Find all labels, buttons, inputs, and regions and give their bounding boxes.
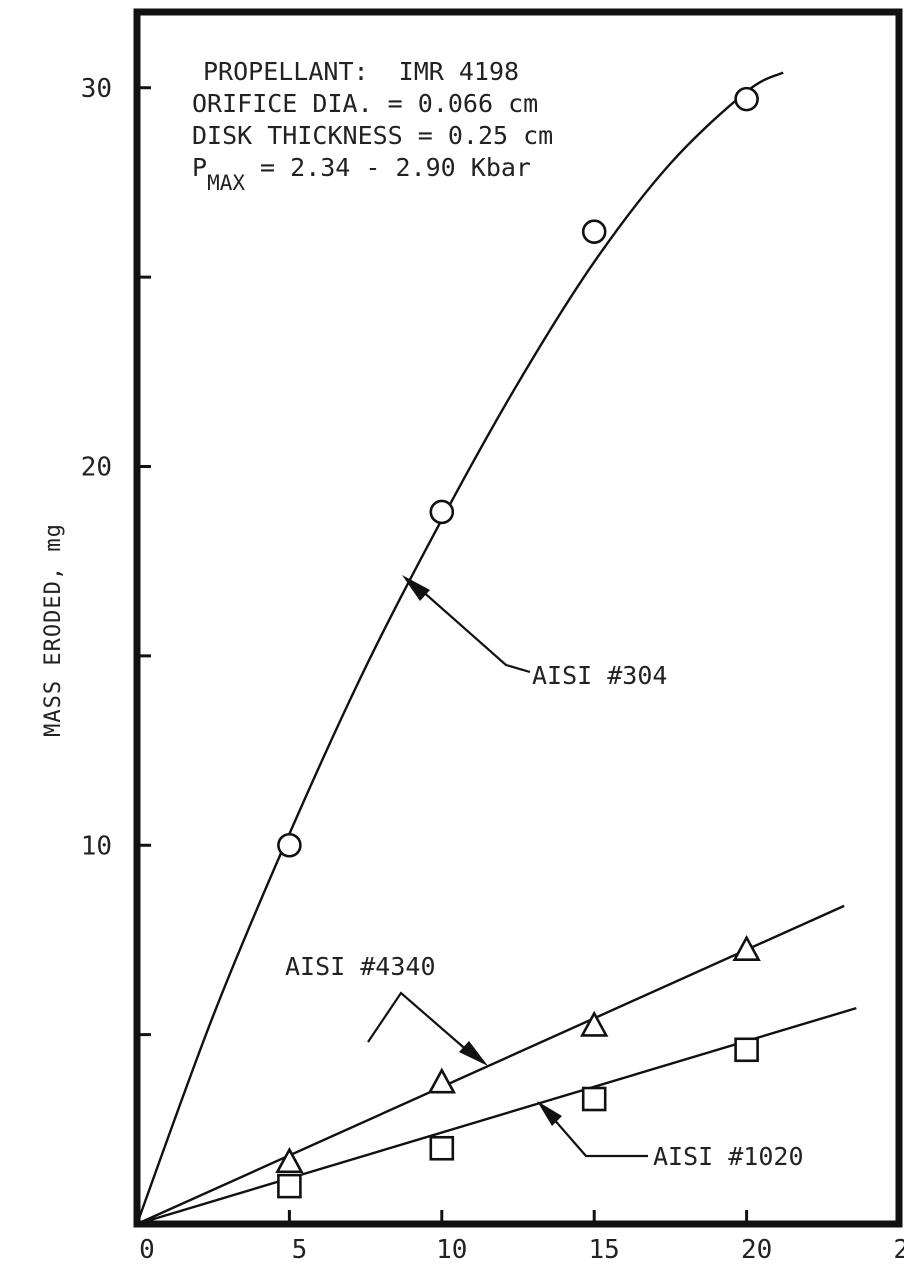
- x-tick-label: 0: [139, 1235, 155, 1265]
- annotation-pmax-p: P: [192, 153, 207, 182]
- arrowhead-1020: [537, 1101, 562, 1126]
- plot-frame: [133, 8, 903, 1228]
- arrowhead-304: [402, 575, 430, 601]
- annotation-block: PROPELLANT: IMR 4198 ORIFICE DIA. = 0.06…: [192, 57, 553, 195]
- series-label-1020: AISI #1020: [537, 1101, 804, 1171]
- circle-marker: [429, 499, 455, 525]
- triangle-marker: [427, 1067, 456, 1094]
- triangle-marker: [732, 934, 761, 961]
- circle-marker: [277, 832, 302, 858]
- series-label-4340: AISI #4340: [285, 952, 488, 1066]
- triangle-marker: [275, 1147, 304, 1174]
- annotation-propellant: PROPELLANT: IMR 4198: [203, 57, 519, 86]
- y-tick-label: 30: [81, 74, 112, 104]
- annotation-pmax-sub: MAX: [207, 171, 245, 195]
- series-label-304-text: AISI #304: [532, 661, 667, 690]
- data-markers: [275, 86, 761, 1199]
- square-marker: [277, 1173, 302, 1199]
- series-label-304: AISI #304: [402, 575, 667, 690]
- x-tick-label: 25: [893, 1235, 904, 1265]
- arrowhead-4340: [459, 1041, 488, 1066]
- leader-line-4340: [367, 991, 471, 1054]
- triangle-marker: [580, 1010, 609, 1037]
- x-tick-label: 5: [292, 1235, 308, 1265]
- series-label-1020-text: AISI #1020: [653, 1142, 804, 1171]
- annotation-pmax: PMAX = 2.34 - 2.90 Kbar: [192, 153, 531, 195]
- square-marker: [429, 1135, 455, 1161]
- annotation-thickness: DISK THICKNESS = 0.25 cm: [192, 121, 553, 150]
- x-tick-label: 10: [436, 1235, 467, 1265]
- annotation-pmax-rest: = 2.34 - 2.90 Kbar: [245, 153, 531, 182]
- circle-marker: [734, 86, 759, 112]
- square-marker: [734, 1037, 759, 1063]
- leader-line-304: [419, 588, 531, 674]
- series-label-4340-text: AISI #4340: [285, 952, 436, 981]
- tick-labels: 0 5 10 15 20 25 10 20 30: [81, 74, 904, 1265]
- x-tick-label: 20: [741, 1235, 772, 1265]
- square-marker: [581, 1086, 607, 1112]
- annotation-orifice: ORIFICE DIA. = 0.066 cm: [192, 89, 538, 118]
- x-tick-label: 15: [589, 1235, 620, 1265]
- circle-marker: [581, 219, 607, 244]
- y-tick-label: 10: [81, 831, 112, 861]
- y-tick-label: 20: [81, 453, 112, 483]
- tick-marks: [137, 86, 749, 1224]
- y-axis-label: MASS ERODED, mg: [41, 523, 66, 737]
- fit-curve-4340: [136, 904, 845, 1226]
- leader-line-1020: [551, 1116, 648, 1158]
